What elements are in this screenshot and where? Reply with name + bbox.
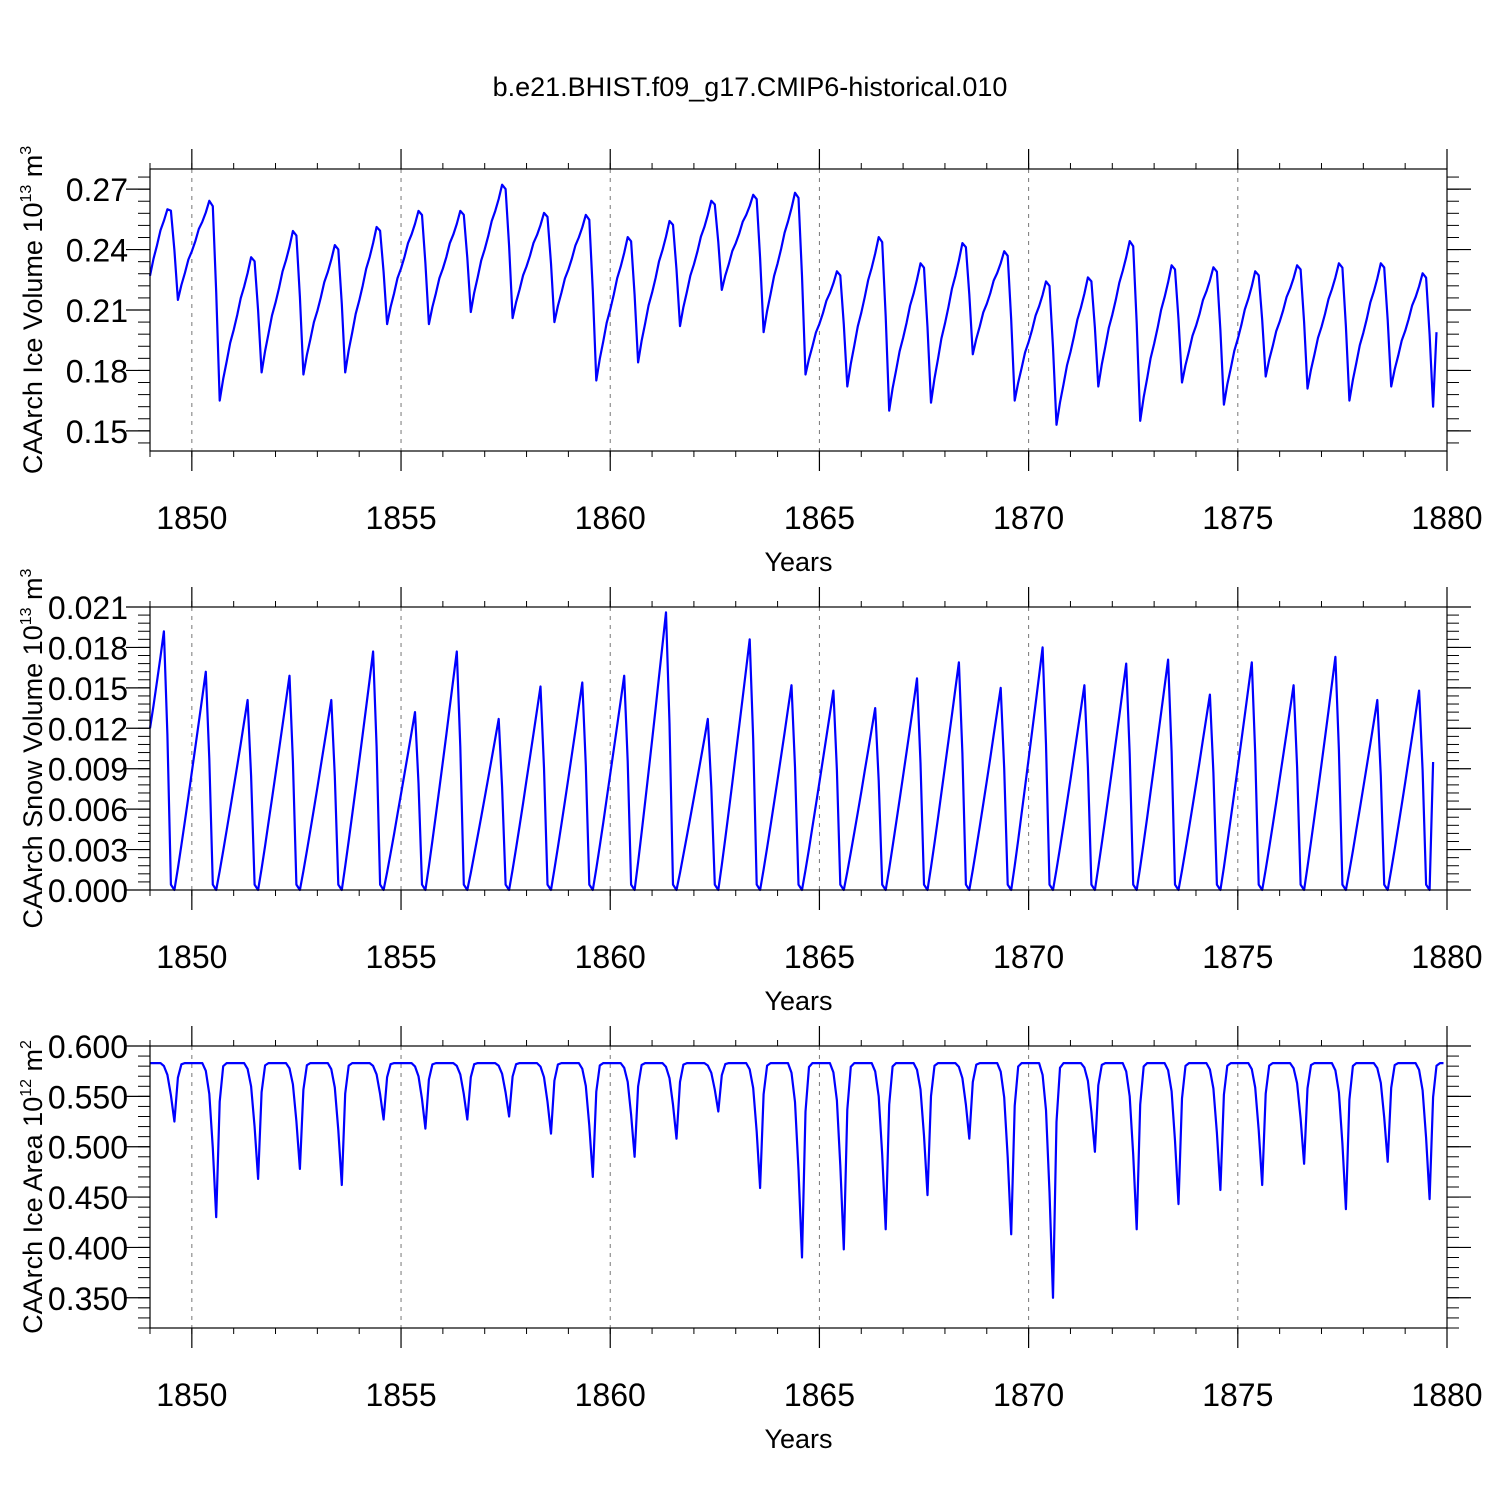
x-axis-title: Years [764,986,832,1016]
y-tick-label: 0.15 [66,414,128,450]
x-tick-label: 1875 [1202,1377,1273,1413]
y-tick-label: 0.400 [48,1230,128,1266]
x-tick-label: 1880 [1411,1377,1482,1413]
y-axis-title: CAArch Ice Volume 1013 m3 [18,146,48,474]
x-tick-label: 1855 [365,1377,436,1413]
x-axis-title: Years [764,1424,832,1454]
x-tick-label: 1860 [575,500,646,536]
y-tick-label: 0.600 [48,1029,128,1065]
y-tick-label: 0.27 [66,172,128,208]
x-tick-label: 1855 [365,500,436,536]
x-tick-label: 1880 [1411,939,1482,975]
y-tick-label: 0.550 [48,1079,128,1115]
y-tick-label: 0.003 [48,833,128,869]
y-tick-label: 0.015 [48,671,128,707]
chart-panel-3: 1850 1855 1860 1865 1870 1875 1880 0.350 0.400 0.… [18,1026,1483,1454]
plot-frame [149,606,1448,891]
y-tick-label: 0.500 [48,1130,128,1166]
chart-panel-1: 1850 1855 1860 1865 1870 1875 1880 0.15 0.18 0.21… [18,146,1483,577]
y-tick-label: 0.018 [48,630,128,666]
y-tick-label: 0.21 [66,293,128,329]
y-tick-label: 0.18 [66,353,128,389]
y-tick-label: 0.021 [48,590,128,626]
x-tick-label: 1865 [784,500,855,536]
x-tick-label: 1865 [784,1377,855,1413]
x-tick-label: 1865 [784,939,855,975]
x-tick-label: 1870 [993,500,1064,536]
x-tick-label: 1875 [1202,939,1273,975]
y-tick-label: 0.009 [48,752,128,788]
x-tick-label: 1870 [993,1377,1064,1413]
x-tick-label: 1855 [365,939,436,975]
y-axis-title: CAArch Snow Volume 1013 m3 [18,568,48,928]
y-tick-label: 0.006 [48,792,128,828]
series-line [148,611,1435,892]
chart-title: b.e21.BHIST.f09_g17.CMIP6-historical.010 [493,72,1008,102]
y-axis-title: CAArch Ice Area 1012 m2 [18,1040,48,1334]
y-tick-label: 0.24 [66,233,128,269]
x-tick-label: 1875 [1202,500,1273,536]
y-tick-label: 0.012 [48,711,128,747]
x-tick-label: 1860 [575,1377,646,1413]
x-tick-label: 1850 [156,939,227,975]
y-tick-label: 0.450 [48,1180,128,1216]
y-tick-label: 0.000 [48,873,128,909]
y-tick-label: 0.350 [48,1281,128,1317]
x-axis-title: Years [764,547,832,577]
x-tick-label: 1880 [1411,500,1482,536]
chart-panel-2: 1850 1855 1860 1865 1870 1875 1880 0.000 0.003 0.… [18,568,1483,1016]
x-tick-label: 1870 [993,939,1064,975]
x-tick-label: 1860 [575,939,646,975]
series-line [148,183,1438,426]
x-tick-label: 1850 [156,500,227,536]
x-tick-label: 1850 [156,1377,227,1413]
series-line [150,1062,1444,1299]
